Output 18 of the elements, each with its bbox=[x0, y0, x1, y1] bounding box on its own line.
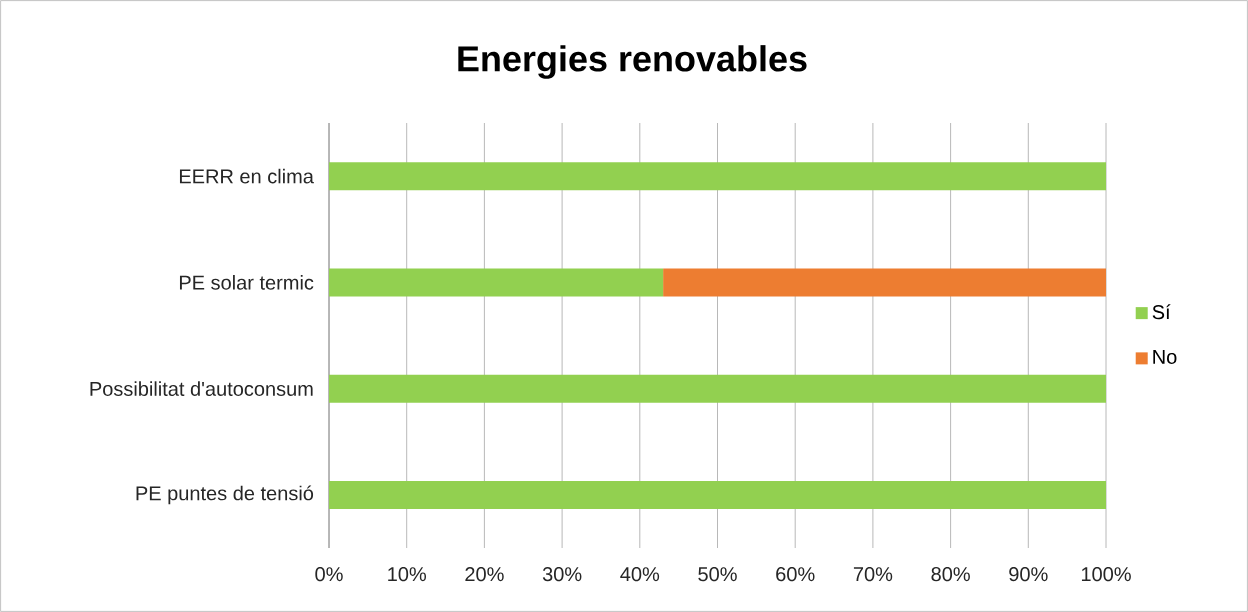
x-tick-label: 80% bbox=[931, 567, 970, 582]
x-tick-label: 50% bbox=[698, 567, 737, 582]
x-tick-label: 10% bbox=[388, 567, 427, 582]
x-tick-label: 30% bbox=[542, 567, 582, 582]
y-tick-label: Possibilitat d'autoconsum bbox=[90, 381, 313, 396]
y-tick-label: PE puntes de tensió bbox=[136, 485, 314, 505]
x-tick-label: 100% bbox=[1081, 567, 1131, 582]
chart-title: Energies renovables bbox=[458, 45, 807, 79]
legend-label: Sí bbox=[1152, 304, 1171, 320]
x-tick-label: 20% bbox=[465, 567, 504, 582]
x-tick-label: 60% bbox=[776, 567, 815, 582]
y-tick-label: EERR en clima bbox=[179, 168, 314, 184]
y-tick-label: PE solar termic bbox=[179, 275, 314, 290]
x-tick-label: 70% bbox=[853, 567, 893, 582]
x-tick-label: 90% bbox=[1009, 567, 1048, 582]
x-tick-label: 40% bbox=[620, 567, 660, 582]
x-tick-label: 0% bbox=[315, 567, 343, 582]
legend-label: No bbox=[1153, 349, 1177, 364]
